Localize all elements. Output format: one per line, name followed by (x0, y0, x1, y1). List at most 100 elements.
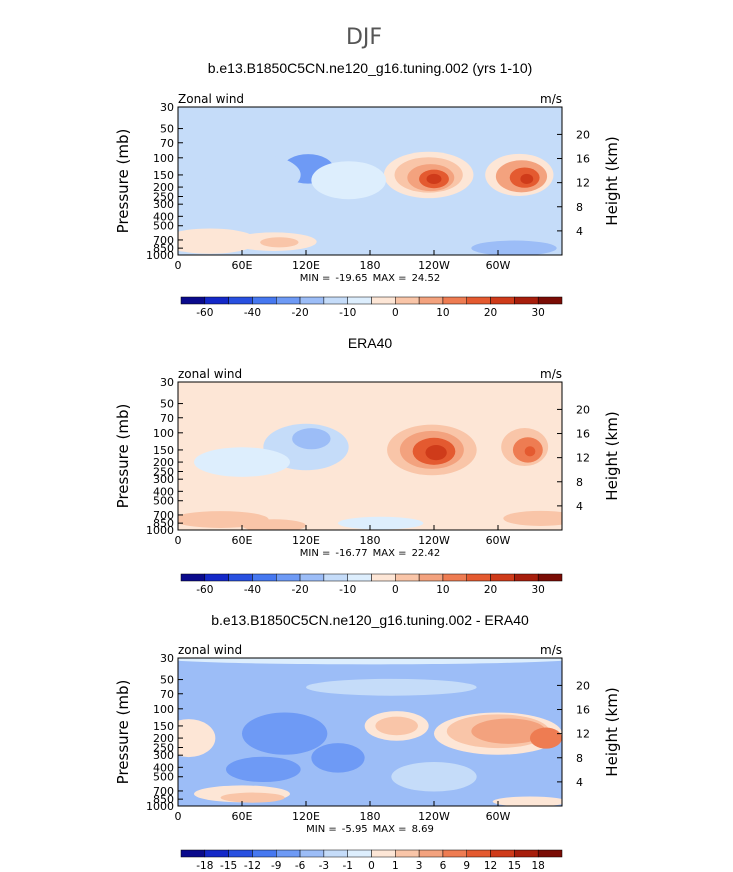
colorbar-label: 3 (416, 860, 423, 872)
height-tick-label: 8 (576, 201, 583, 214)
pressure-tick-label: 1000 (146, 800, 174, 813)
colorbar-swatch (418, 573, 444, 582)
pressure-tick-label: 100 (153, 703, 174, 716)
pressure-tick-label: 700 (153, 234, 174, 247)
colorbar-swatch (299, 573, 325, 582)
colorbar-swatch (418, 849, 444, 858)
lon-tick-label: 120E (292, 810, 320, 823)
colorbar-swatch (228, 573, 253, 582)
colorbar-label: 0 (392, 584, 399, 596)
colorbar-swatch (228, 296, 253, 305)
min-value: -19.65 (335, 273, 367, 284)
pressure-tick-label: 250 (153, 190, 174, 203)
lon-tick-label: 180 (360, 534, 381, 547)
contour-region (338, 516, 424, 530)
contour-region (492, 796, 562, 806)
pressure-tick-label: 250 (153, 465, 174, 478)
units-label: m/s (540, 92, 562, 106)
colorbar-swatch (514, 849, 539, 858)
pressure-tick-label: 150 (153, 169, 174, 182)
height-tick-label: 8 (576, 752, 583, 765)
colorbar-label: 20 (484, 307, 497, 319)
max-value: 22.42 (412, 548, 441, 559)
min-label: MIN = (300, 273, 331, 284)
contour-region (194, 447, 290, 477)
colorbar-swatch (204, 849, 229, 858)
pressure-tick-label: 200 (153, 181, 174, 194)
colorbar-swatch (490, 849, 515, 858)
colorbar-label: -9 (271, 860, 281, 872)
contour-region (220, 792, 285, 803)
pressure-tick-label: 70 (160, 688, 174, 701)
contour-region (471, 240, 557, 255)
colorbar-swatch (323, 849, 348, 858)
pressure-tick-label: 30 (160, 652, 174, 665)
colorbar-label: -6 (295, 860, 306, 872)
pressure-tick-label: 500 (153, 771, 174, 784)
pressure-tick-label: 30 (160, 376, 174, 389)
height-tick-label: 8 (576, 476, 583, 489)
colorbar-swatch (228, 849, 253, 858)
colorbar-swatch (180, 573, 206, 582)
max-value: 24.52 (412, 273, 441, 284)
height-tick-label: 20 (576, 128, 590, 141)
pressure-axis-title: Pressure (mb) (114, 404, 132, 509)
pressure-tick-label: 1000 (146, 249, 174, 262)
height-tick-label: 4 (576, 500, 583, 513)
contour-region (242, 519, 306, 530)
height-tick-label: 12 (576, 452, 590, 465)
colorbar-swatch (442, 296, 467, 305)
pressure-tick-label: 150 (153, 720, 174, 733)
min-max-readout: MIN = -5.95 MAX = 8.69 (306, 824, 434, 835)
colorbar-swatch (490, 573, 515, 582)
colorbar-swatch (276, 573, 301, 582)
colorbar-swatch (490, 296, 515, 305)
panel-difference: b.e13.B1850C5CN.ne120_g16.tuning.002 - E… (114, 612, 621, 872)
contour-region (425, 445, 447, 461)
colorbar-swatch (299, 849, 325, 858)
colorbar-label: 9 (463, 860, 470, 872)
pressure-tick-label: 300 (153, 473, 174, 486)
colorbar-swatch (371, 573, 396, 582)
lon-tick-label: 60W (486, 259, 511, 272)
contour-region (311, 743, 365, 773)
lon-tick-label: 60E (232, 810, 253, 823)
colorbar-swatch (537, 296, 563, 305)
lon-tick-label: 60W (486, 534, 511, 547)
contour-region (178, 228, 258, 254)
colorbar-swatch (323, 573, 348, 582)
panel-title: ERA40 (348, 335, 393, 351)
colorbar-swatch (514, 573, 539, 582)
min-max-readout: MIN = -16.77 MAX = 22.42 (300, 548, 440, 559)
pressure-tick-label: 50 (160, 674, 174, 687)
colorbar-swatch (537, 849, 563, 858)
height-tick-label: 20 (576, 403, 590, 416)
contour-field (178, 658, 562, 806)
pressure-tick-label: 200 (153, 732, 174, 745)
colorbar-label: 1 (392, 860, 399, 872)
height-tick-label: 12 (576, 728, 590, 741)
colorbar-swatch (466, 296, 491, 305)
lon-tick-label: 0 (175, 810, 182, 823)
pressure-tick-label: 1000 (146, 524, 174, 537)
colorbar-label: -40 (244, 307, 261, 319)
pressure-tick-label: 500 (153, 495, 174, 508)
colorbar-swatch (299, 296, 325, 305)
contour-region (241, 712, 328, 755)
min-label: MIN = (306, 824, 337, 835)
colorbar-swatch (204, 573, 229, 582)
contour-region (503, 510, 562, 527)
lon-tick-label: 60W (486, 810, 511, 823)
pressure-tick-label: 50 (160, 123, 174, 136)
lon-tick-label: 180 (360, 259, 381, 272)
min-max-readout: MIN = -19.65 MAX = 24.52 (300, 273, 440, 284)
contour-region (178, 658, 562, 665)
colorbar-swatch (514, 296, 539, 305)
units-label: m/s (540, 643, 562, 657)
pressure-axis-title: Pressure (mb) (114, 680, 132, 785)
height-tick-label: 4 (576, 225, 583, 238)
contour-region (471, 718, 546, 744)
colorbar-swatch (371, 849, 396, 858)
